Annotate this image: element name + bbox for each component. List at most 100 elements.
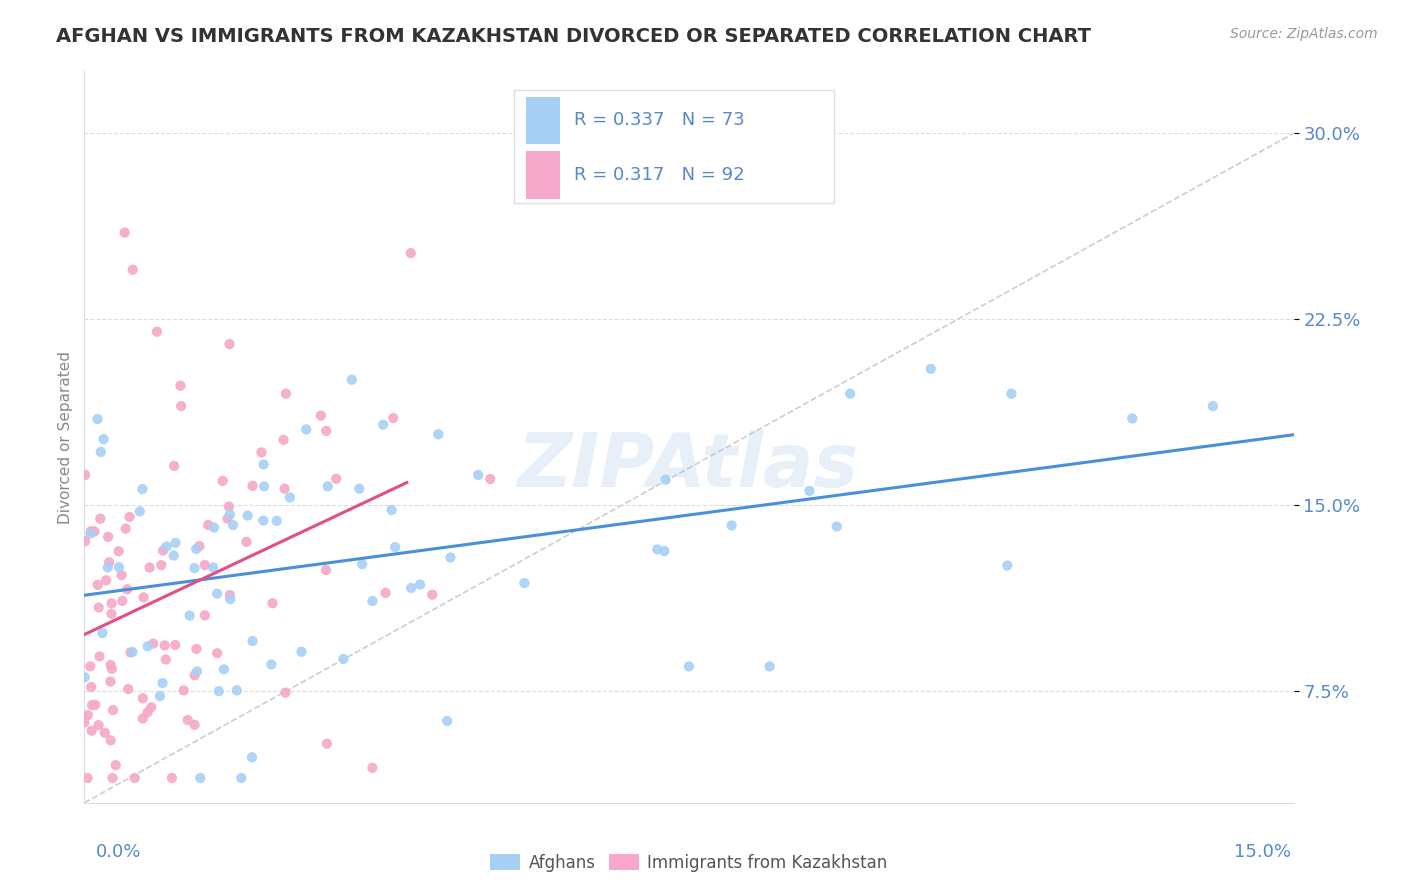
Point (97, 530, 120, 544)
Point (374, 586, 396, 600)
Point (260, 657, 283, 672)
Point (149, 689, 172, 703)
Point (188, 771, 211, 785)
Point (278, 491, 301, 505)
Point (384, 540, 406, 554)
Point (165, 638, 187, 652)
Point (90, 445, 112, 459)
Text: R = 0.317   N = 92: R = 0.317 N = 92 (574, 166, 745, 185)
Point (194, 558, 217, 572)
Point (93, 432, 115, 446)
Point (107, 544, 129, 558)
FancyBboxPatch shape (526, 96, 560, 145)
Point (645, 542, 668, 557)
Point (100, 733, 122, 747)
Point (295, 422, 318, 436)
Point (117, 681, 139, 696)
Point (202, 560, 225, 574)
Point (273, 433, 295, 447)
Point (183, 668, 205, 682)
Point (146, 325, 169, 339)
Point (839, 386, 862, 401)
Point (173, 683, 195, 698)
Point (186, 541, 208, 556)
Point (104, 758, 127, 772)
Point (420, 588, 443, 602)
Point (79, 659, 101, 673)
Point (205, 646, 228, 660)
Point (194, 608, 217, 623)
Point (136, 639, 159, 653)
Point (315, 424, 337, 438)
Point (121, 645, 143, 659)
Point (152, 676, 174, 690)
Point (73, 715, 96, 730)
Point (86, 412, 108, 426)
Point (186, 641, 208, 656)
Point (654, 473, 676, 487)
Point (252, 514, 274, 528)
Point (202, 520, 225, 534)
Point (132, 711, 155, 725)
Point (89, 511, 111, 525)
Point (80, 698, 103, 712)
Point (758, 659, 780, 673)
Point (654, 544, 676, 558)
Point (427, 427, 450, 442)
Text: R = 0.337   N = 73: R = 0.337 N = 73 (574, 112, 745, 129)
Point (439, 550, 461, 565)
Point (153, 639, 176, 653)
Point (1202, 399, 1225, 413)
Point (87, 718, 110, 732)
Point (108, 560, 131, 574)
Point (120, 645, 142, 659)
Legend: Afghans, Immigrants from Kazakhstan: Afghans, Immigrants from Kazakhstan (484, 847, 894, 879)
Point (80, 524, 103, 539)
Point (110, 568, 132, 582)
Point (316, 737, 339, 751)
Point (97, 560, 120, 574)
Point (290, 645, 312, 659)
Point (274, 386, 297, 401)
Point (382, 411, 405, 425)
FancyBboxPatch shape (526, 152, 560, 199)
Point (169, 378, 191, 392)
Point (197, 518, 219, 533)
Point (114, 522, 136, 536)
Point (155, 652, 177, 666)
Point (118, 510, 141, 524)
Point (513, 576, 536, 591)
Point (332, 652, 354, 666)
Point (100, 596, 122, 610)
Point (262, 596, 284, 610)
Point (205, 587, 228, 601)
Point (128, 504, 150, 518)
Point (121, 262, 143, 277)
Point (101, 662, 124, 676)
Point (212, 662, 235, 676)
Point (218, 508, 240, 522)
Point (467, 468, 489, 483)
Point (141, 700, 163, 714)
Point (179, 608, 201, 623)
Point (225, 683, 247, 698)
Point (150, 558, 173, 573)
Point (231, 771, 253, 785)
Point (94, 574, 117, 588)
Point (101, 703, 124, 717)
Point (136, 706, 159, 720)
Point (132, 591, 155, 605)
Point (309, 409, 332, 423)
Point (138, 560, 160, 574)
Point (253, 479, 276, 493)
Point (177, 713, 200, 727)
Point (87, 600, 110, 615)
Point (152, 543, 174, 558)
Point (315, 563, 337, 577)
Point (995, 558, 1018, 573)
Point (218, 337, 240, 351)
Point (80, 680, 103, 694)
Point (235, 534, 257, 549)
Point (100, 607, 122, 621)
Point (165, 536, 187, 550)
